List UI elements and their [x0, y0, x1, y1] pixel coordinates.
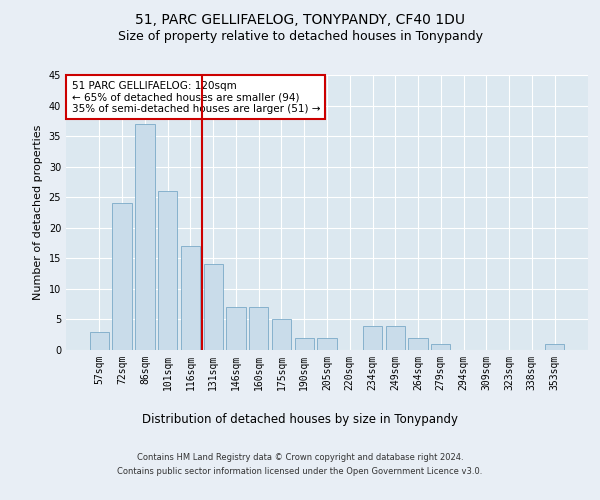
Bar	[317, 338, 337, 350]
Text: Distribution of detached houses by size in Tonypandy: Distribution of detached houses by size …	[142, 412, 458, 426]
Text: Contains public sector information licensed under the Open Government Licence v3: Contains public sector information licen…	[118, 468, 482, 476]
Text: Contains HM Land Registry data © Crown copyright and database right 2024.: Contains HM Land Registry data © Crown c…	[137, 452, 463, 462]
Bar	[226, 307, 245, 350]
Bar	[90, 332, 109, 350]
Bar	[272, 320, 291, 350]
Bar	[249, 307, 268, 350]
Bar	[135, 124, 155, 350]
Y-axis label: Number of detached properties: Number of detached properties	[33, 125, 43, 300]
Bar	[203, 264, 223, 350]
Bar	[181, 246, 200, 350]
Bar	[409, 338, 428, 350]
Bar	[158, 191, 178, 350]
Bar	[112, 204, 132, 350]
Text: 51, PARC GELLIFAELOG, TONYPANDY, CF40 1DU: 51, PARC GELLIFAELOG, TONYPANDY, CF40 1D…	[135, 12, 465, 26]
Bar	[295, 338, 314, 350]
Bar	[386, 326, 405, 350]
Bar	[431, 344, 451, 350]
Bar	[545, 344, 564, 350]
Text: Size of property relative to detached houses in Tonypandy: Size of property relative to detached ho…	[118, 30, 482, 43]
Bar	[363, 326, 382, 350]
Text: 51 PARC GELLIFAELOG: 120sqm
← 65% of detached houses are smaller (94)
35% of sem: 51 PARC GELLIFAELOG: 120sqm ← 65% of det…	[71, 80, 320, 114]
